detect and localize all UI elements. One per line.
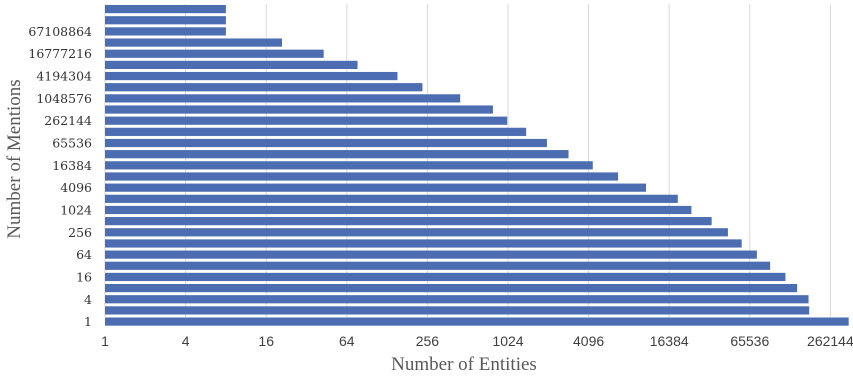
x-tick-label: 1024 [492, 333, 523, 349]
bar [105, 205, 692, 215]
x-tick-label: 4 [182, 333, 190, 349]
bar [105, 127, 527, 136]
y-tick-label: 67108864 [28, 24, 92, 39]
y-tick-label: 65536 [52, 136, 92, 151]
y-tick-label: 262144 [44, 113, 92, 128]
bar [105, 161, 593, 170]
bar [105, 5, 226, 14]
x-tick-label: 4096 [573, 333, 604, 349]
bar [105, 38, 283, 47]
x-tick-label: 1 [101, 333, 109, 349]
bar [105, 138, 547, 148]
bar [105, 272, 786, 282]
bar [105, 239, 742, 248]
y-tick-label: 4096 [60, 180, 92, 195]
y-tick-label: 1 [84, 314, 92, 329]
y-tick-label: 16 [76, 269, 92, 284]
bar [105, 217, 712, 226]
x-tick-label: 256 [416, 333, 440, 349]
x-tick-label: 262144 [807, 333, 853, 349]
bar [105, 183, 647, 192]
y-tick-label: 256 [68, 225, 92, 240]
bar [105, 284, 798, 293]
bar [105, 16, 226, 25]
bar [105, 60, 358, 69]
x-tick-label: 65536 [730, 333, 769, 349]
x-axis-ticks: 1 4 16 64 256 1024 4096 16384 65536 262144 [101, 333, 853, 349]
bars [105, 5, 849, 326]
y-axis-ticks: 1 4 16 64 256 1024 4096 16384 65536 262144 1048576… [28, 24, 92, 329]
bar [105, 228, 728, 237]
bar [105, 250, 757, 259]
bar [105, 150, 569, 159]
bar [105, 295, 809, 304]
x-axis-title: Number of Entities [391, 354, 537, 375]
y-tick-label: 1048576 [36, 91, 92, 106]
x-tick-label: 64 [339, 333, 355, 349]
bar [105, 194, 678, 203]
bar [105, 49, 324, 58]
bar [105, 306, 810, 315]
y-tick-label: 64 [76, 247, 92, 262]
x-tick-label: 16 [258, 333, 274, 349]
y-tick-label: 16777216 [28, 46, 92, 61]
bar [105, 317, 849, 326]
y-axis-title: Number of Mentions [4, 79, 25, 238]
bar [105, 261, 771, 270]
y-tick-label: 16384 [52, 158, 92, 173]
y-tick-label: 1024 [60, 202, 92, 217]
x-tick-label: 16384 [650, 333, 689, 349]
bar [105, 105, 493, 114]
bar [105, 172, 619, 181]
bar [105, 27, 226, 36]
bar [105, 71, 398, 81]
bar [105, 94, 461, 103]
bar [105, 83, 423, 92]
y-tick-label: 4 [84, 292, 92, 307]
y-tick-label: 4194304 [36, 69, 92, 84]
bar [105, 116, 508, 125]
